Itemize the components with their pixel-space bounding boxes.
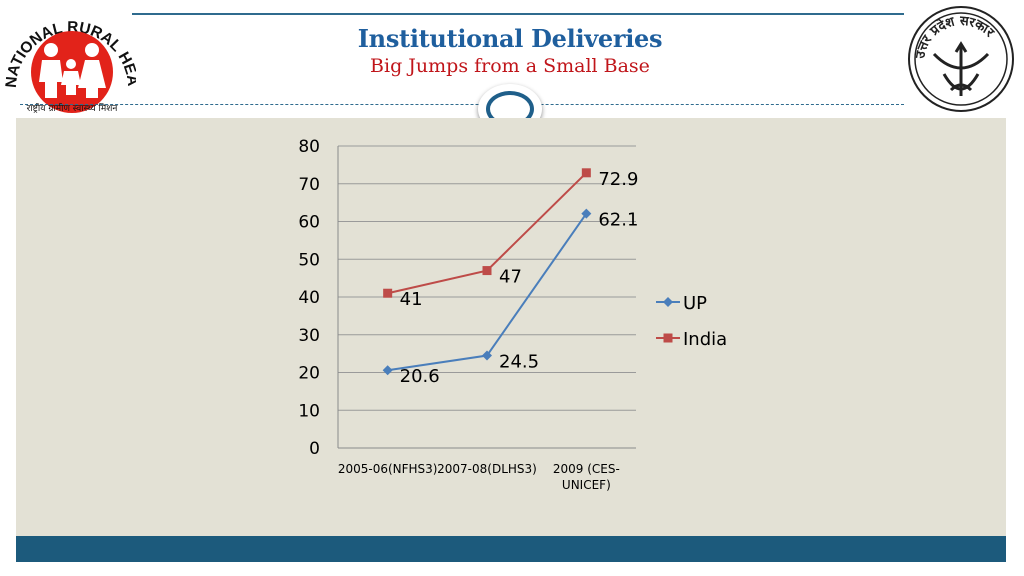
data-label: 72.9 <box>598 169 638 190</box>
y-tick-label: 50 <box>298 250 320 270</box>
data-point <box>482 266 492 276</box>
y-tick-label: 60 <box>298 213 320 233</box>
y-tick-label: 20 <box>298 364 320 384</box>
data-label: 24.5 <box>499 352 539 373</box>
nrhm-hindi-text: राष्ट्रीय ग्रामीण स्वास्थ्य मिशन <box>27 102 119 114</box>
legend-marker <box>663 333 673 343</box>
data-label: 20.6 <box>400 366 440 387</box>
data-label: 41 <box>400 289 423 310</box>
x-tick-label: 2005-06(NFHS3) <box>338 462 438 476</box>
y-tick-label: 30 <box>298 326 320 346</box>
x-tick-label: 2009 (CES- <box>553 462 620 476</box>
up-govt-emblem: उत्तर प्रदेश सरकार <box>908 6 1014 112</box>
family-icon <box>39 43 106 98</box>
y-tick-label: 70 <box>298 175 320 195</box>
line-chart: 0 10 20 30 40 50 60 70 80 2005-06(NFHS3) 2007-08(… <box>298 137 727 492</box>
data-point <box>382 365 393 376</box>
page-subtitle: Big Jumps from a Small Base <box>370 55 650 77</box>
legend-entry: UP <box>683 293 707 314</box>
y-tick-label: 10 <box>298 401 320 421</box>
legend-entry: India <box>683 329 727 350</box>
header-dashed-rule <box>20 104 904 105</box>
header-top-rule <box>132 13 904 15</box>
data-label: 47 <box>499 267 522 288</box>
y-tick-label: 0 <box>309 439 320 459</box>
page-title: Institutional Deliveries <box>357 24 663 53</box>
footer-band <box>16 536 1006 562</box>
x-tick-label: UNICEF) <box>562 478 611 492</box>
legend-marker <box>663 297 673 307</box>
data-label: 62.1 <box>598 210 638 231</box>
data-point <box>581 208 592 219</box>
nrhm-logo: NATIONAL RURAL HEALTH MISSION राष्ट्रीय … <box>2 2 136 114</box>
y-tick-label: 80 <box>298 137 320 157</box>
bow-arrow-icon <box>932 41 990 96</box>
data-point <box>482 350 492 361</box>
data-point <box>581 168 591 178</box>
series-line-india <box>387 172 588 295</box>
data-point <box>383 288 393 298</box>
y-tick-label: 40 <box>298 288 320 308</box>
content-panel <box>16 118 1006 536</box>
x-tick-label: 2007-08(DLHS3) <box>437 462 537 476</box>
